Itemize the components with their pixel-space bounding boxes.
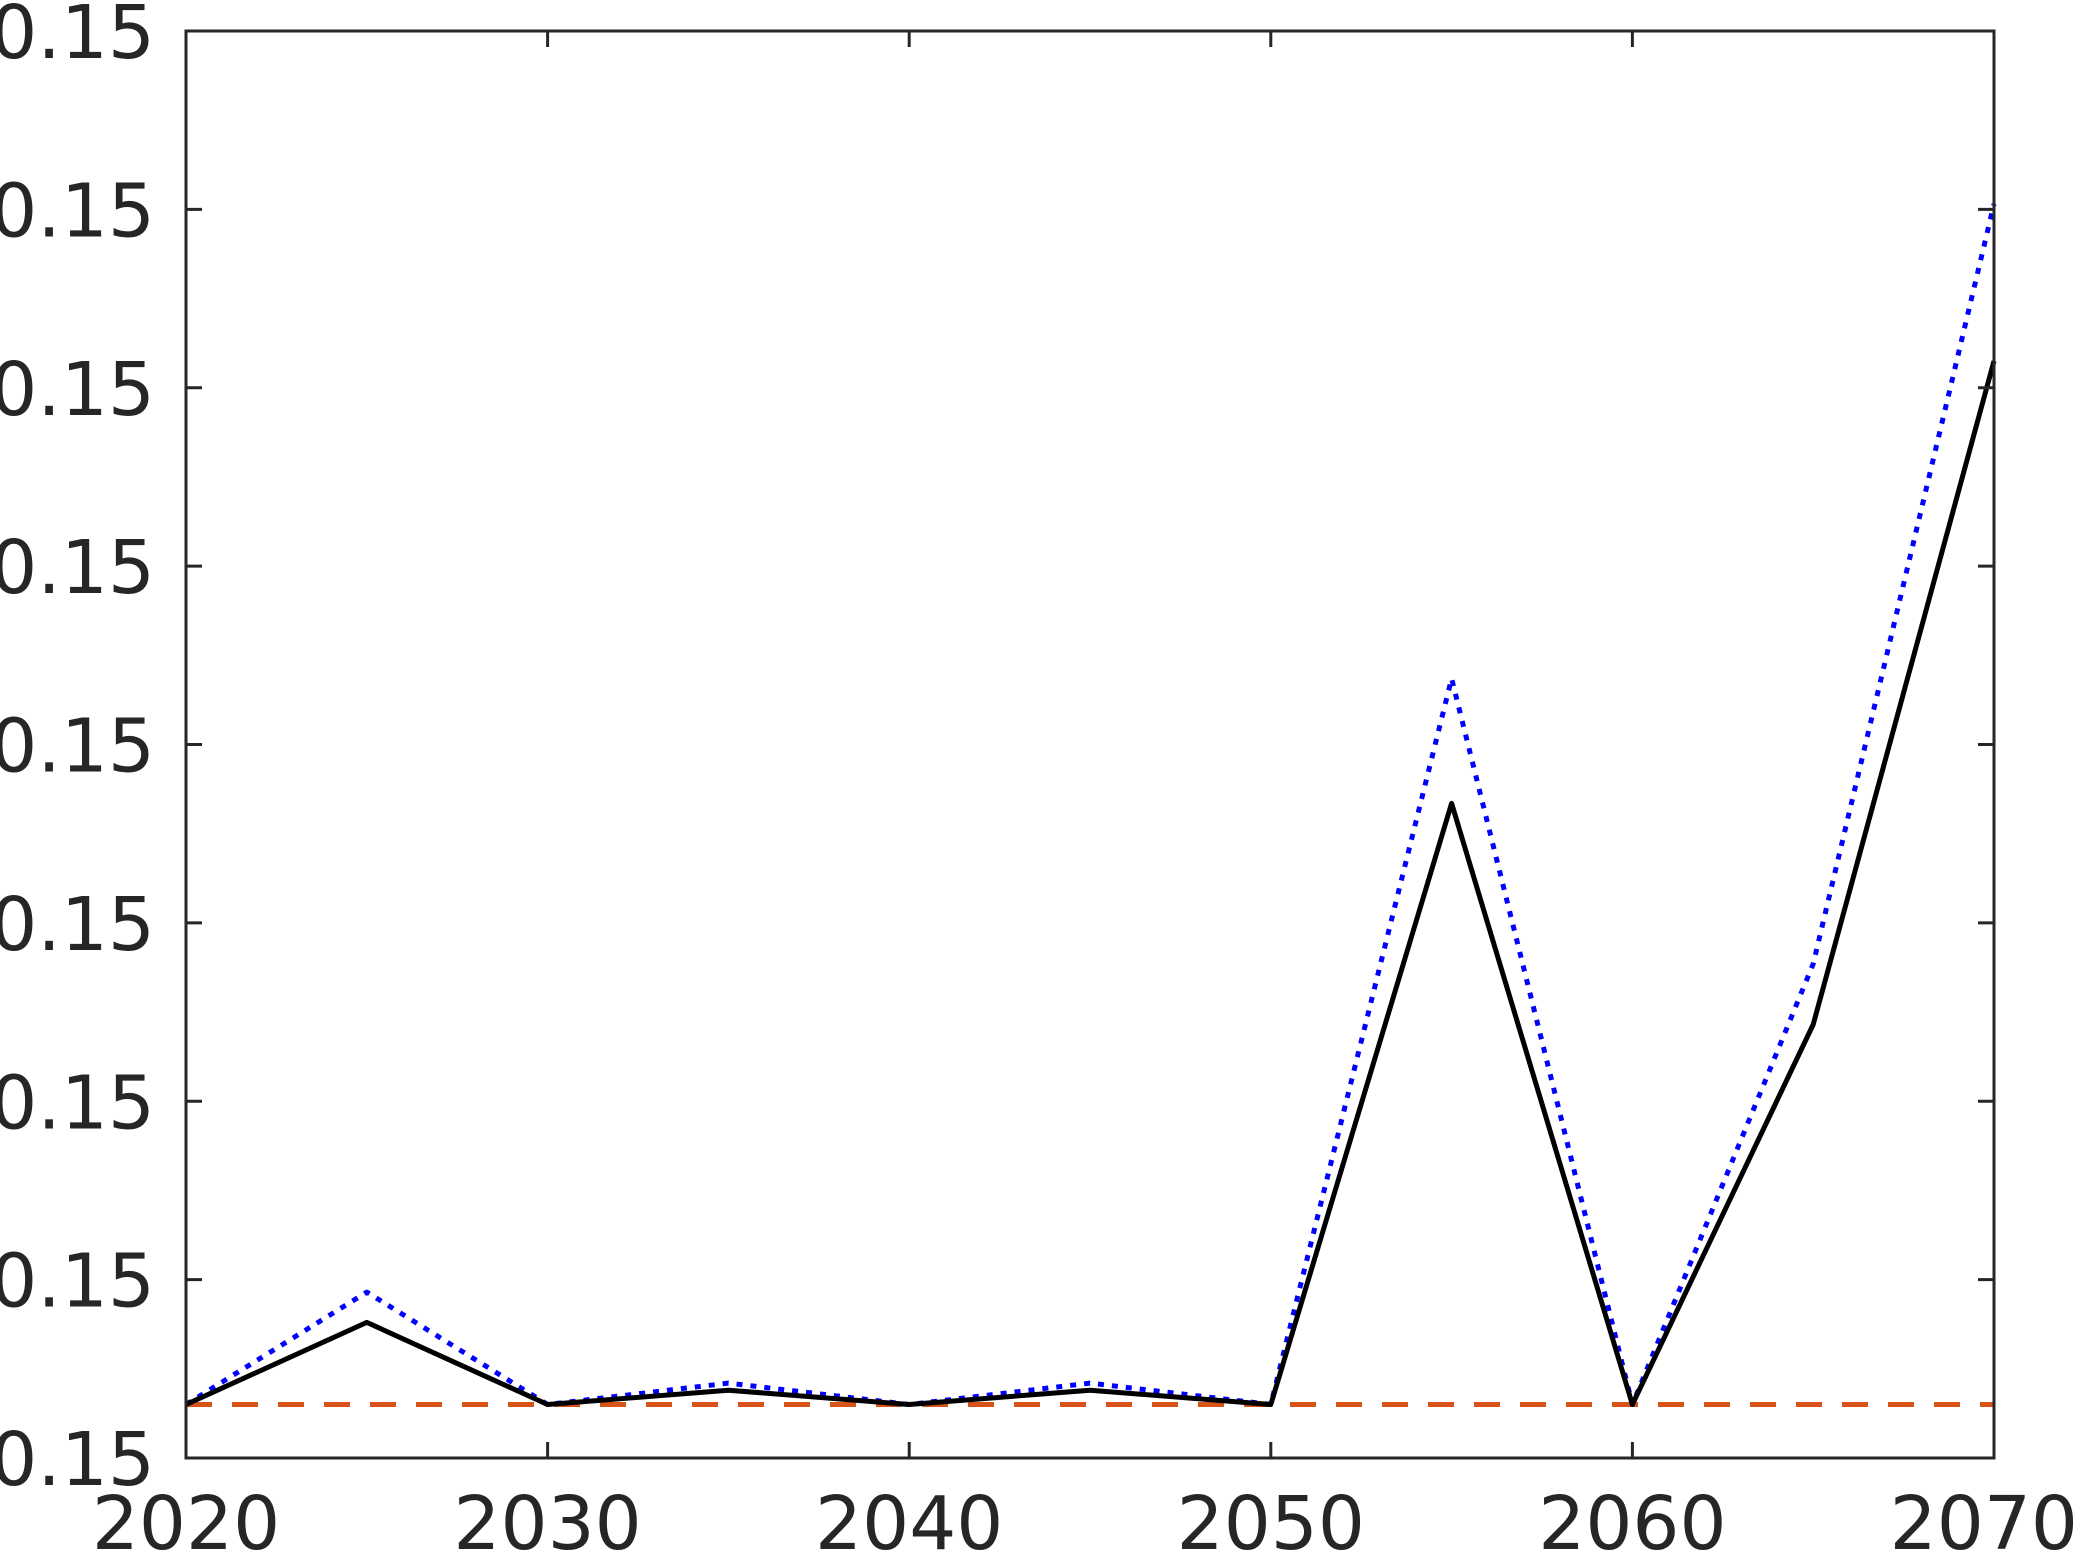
series-line-dotted: [184, 203, 1997, 1407]
y-tick-label: 0.15: [0, 168, 155, 254]
series-line-solid: [184, 360, 1997, 1407]
y-tick-label: 0.15: [0, 1417, 155, 1503]
x-tick-label: 2040: [815, 1481, 1003, 1553]
y-tick-label: 0.15: [0, 1060, 155, 1146]
y-tick-label: 0.15: [0, 882, 155, 968]
x-tick-label: 2070: [1890, 1481, 2078, 1553]
x-tick-label: 2060: [1538, 1481, 1726, 1553]
x-tick-label: 2020: [92, 1481, 280, 1553]
plot-frame: [184, 29, 1996, 1460]
series-layer: [184, 203, 1997, 1407]
tick-layer: [184, 29, 1996, 1460]
y-tick-label: 0.15: [0, 347, 155, 433]
x-tick-label: 2050: [1177, 1481, 1365, 1553]
x-tick-label: 2030: [453, 1481, 641, 1553]
y-tick-label: 0.15: [0, 704, 155, 790]
y-tick-label: 0.15: [0, 0, 155, 76]
y-tick-label: 0.15: [0, 1239, 155, 1325]
y-tick-label: 0.15: [0, 525, 155, 611]
